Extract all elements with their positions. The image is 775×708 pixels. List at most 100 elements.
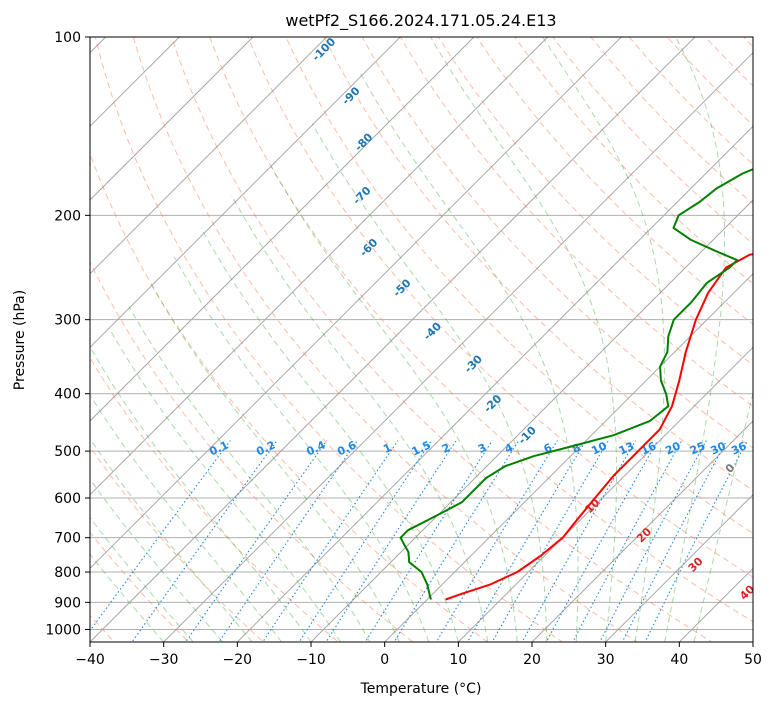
mixing-ratio-label: 36	[729, 439, 749, 457]
plot-frame	[89, 36, 754, 643]
dewpoint-profile-line	[399, 168, 753, 600]
dry-adiabat-line	[94, 37, 564, 642]
moist-adiabat-line	[128, 306, 371, 642]
dry-adiabat-line	[755, 10, 775, 654]
moist-adiabat-line	[90, 553, 165, 642]
x-tick-label: 0	[380, 652, 389, 668]
x-tick-label: −10	[296, 652, 326, 668]
isotherm-gridline	[90, 37, 549, 496]
isotherm-gridline	[384, 272, 753, 642]
mixing-ratio-line	[621, 440, 728, 642]
grid-layer	[0, 10, 753, 642]
moist-adiabat-line	[108, 327, 341, 642]
y-tick-label: 700	[54, 531, 81, 547]
mixing-ratio-label: 13	[617, 439, 636, 457]
dry-adiabat-line	[90, 356, 339, 642]
isotherm-gridline	[90, 37, 328, 275]
mixing-ratio-line	[599, 440, 707, 642]
mixing-ratio-label: 30	[708, 439, 728, 457]
x-tick-label: 50	[744, 652, 762, 668]
temperature-profile-line	[445, 253, 753, 601]
moist-adiabat-line	[430, 37, 617, 642]
moist-adiabat-line	[231, 195, 489, 642]
mixing-ratio-label: 16	[639, 439, 659, 457]
y-tick-label: 300	[54, 313, 81, 329]
isotherm-gridline	[90, 37, 623, 570]
moist-adiabat-line	[173, 256, 430, 642]
dry-adiabat-line	[90, 531, 190, 642]
y-tick-label: 100	[54, 30, 81, 46]
moist-adiabat-line	[664, 37, 726, 642]
plot-area	[90, 37, 753, 642]
isotherm-gridline	[90, 37, 254, 201]
isotherm-gridline	[90, 37, 475, 422]
y-tick-label: 500	[54, 444, 81, 460]
x-tick-label: 30	[597, 652, 615, 668]
mixing-ratio-line	[298, 440, 432, 642]
x-axis-label: Temperature (°C)	[360, 681, 482, 697]
mixing-ratio-line	[131, 440, 278, 642]
x-tick-label: −20	[223, 652, 253, 668]
moist-adiabat-line	[90, 516, 194, 642]
moist-adiabat-line	[149, 282, 400, 642]
dry-adiabat-line	[90, 260, 414, 642]
mixing-ratio-line	[545, 440, 659, 642]
axis-ticks: −40 −30 −20 −10 0 10 20 30 40 50 100 200 300 400 500 60…	[45, 30, 762, 668]
dry-adiabat-line	[209, 37, 753, 623]
moist-adiabat-line	[359, 72, 579, 642]
moist-adiabat-line	[542, 37, 665, 642]
isotherm-gridline	[90, 37, 181, 128]
mixing-ratio-line	[435, 440, 558, 642]
mixing-ratio-line	[644, 440, 748, 642]
isotherm-gridline	[0, 10, 59, 642]
x-tick-label: 20	[523, 652, 541, 668]
mixing-ratio-line	[466, 440, 587, 642]
mixing-ratio-label: 25	[688, 439, 707, 457]
isotherm-gridline	[531, 420, 753, 642]
moist-adiabat-line	[311, 123, 548, 642]
moist-adiabat-line	[90, 394, 282, 642]
dry-adiabat-line	[90, 152, 489, 642]
x-tick-label: 40	[670, 652, 688, 668]
y-tick-label: 900	[54, 595, 81, 611]
isotherm-gridline	[90, 37, 402, 349]
isotherm-gridline	[752, 641, 753, 642]
dry-adiabat-line	[323, 37, 753, 491]
y-tick-label: 1000	[45, 622, 81, 638]
y-tick-label: 400	[54, 387, 81, 403]
isotherm-gridline	[90, 37, 696, 642]
x-tick-label: −30	[149, 652, 179, 668]
y-axis-label: Pressure (hPa)	[12, 290, 28, 390]
dry-adiabat-line	[514, 37, 753, 285]
chart-title: wetPf2_S166.2024.171.05.24.E13	[285, 11, 556, 31]
profiles-layer	[399, 168, 753, 601]
moist-adiabat-line	[90, 478, 223, 642]
x-tick-label: 10	[449, 652, 467, 668]
mixing-ratio-line	[325, 440, 457, 642]
moist-adiabat-line	[90, 437, 253, 642]
y-tick-label: 200	[54, 208, 81, 224]
moist-adiabat-line	[270, 165, 518, 642]
isotherm-gridline	[236, 125, 753, 642]
moist-adiabats-layer	[90, 37, 753, 642]
dry-adiabat-line	[90, 446, 265, 642]
mixing-ratio-line	[521, 440, 637, 642]
dry-adiabat-line	[476, 37, 753, 325]
dry-adiabat-line	[361, 37, 753, 449]
dry-adiabat-line	[285, 37, 753, 535]
moist-adiabat-line	[693, 390, 753, 642]
dry-adiabats-layer	[90, 10, 775, 654]
isotherm-gridline	[163, 51, 753, 642]
dry-adiabat-line	[170, 37, 713, 642]
mixing-ratio-label: 10	[589, 439, 609, 457]
isotherm-gridline	[310, 199, 753, 642]
mixing-ratio-line	[262, 440, 399, 642]
mixing-ratio-line	[364, 440, 493, 642]
moist-adiabat-line	[200, 227, 459, 642]
dry-adiabat-line	[247, 37, 753, 578]
mixing-ratio-label: 20	[663, 439, 683, 457]
mixing-ratio-layer	[90, 440, 748, 642]
y-tick-label: 600	[54, 491, 81, 507]
isotherm-gridline	[605, 493, 753, 642]
